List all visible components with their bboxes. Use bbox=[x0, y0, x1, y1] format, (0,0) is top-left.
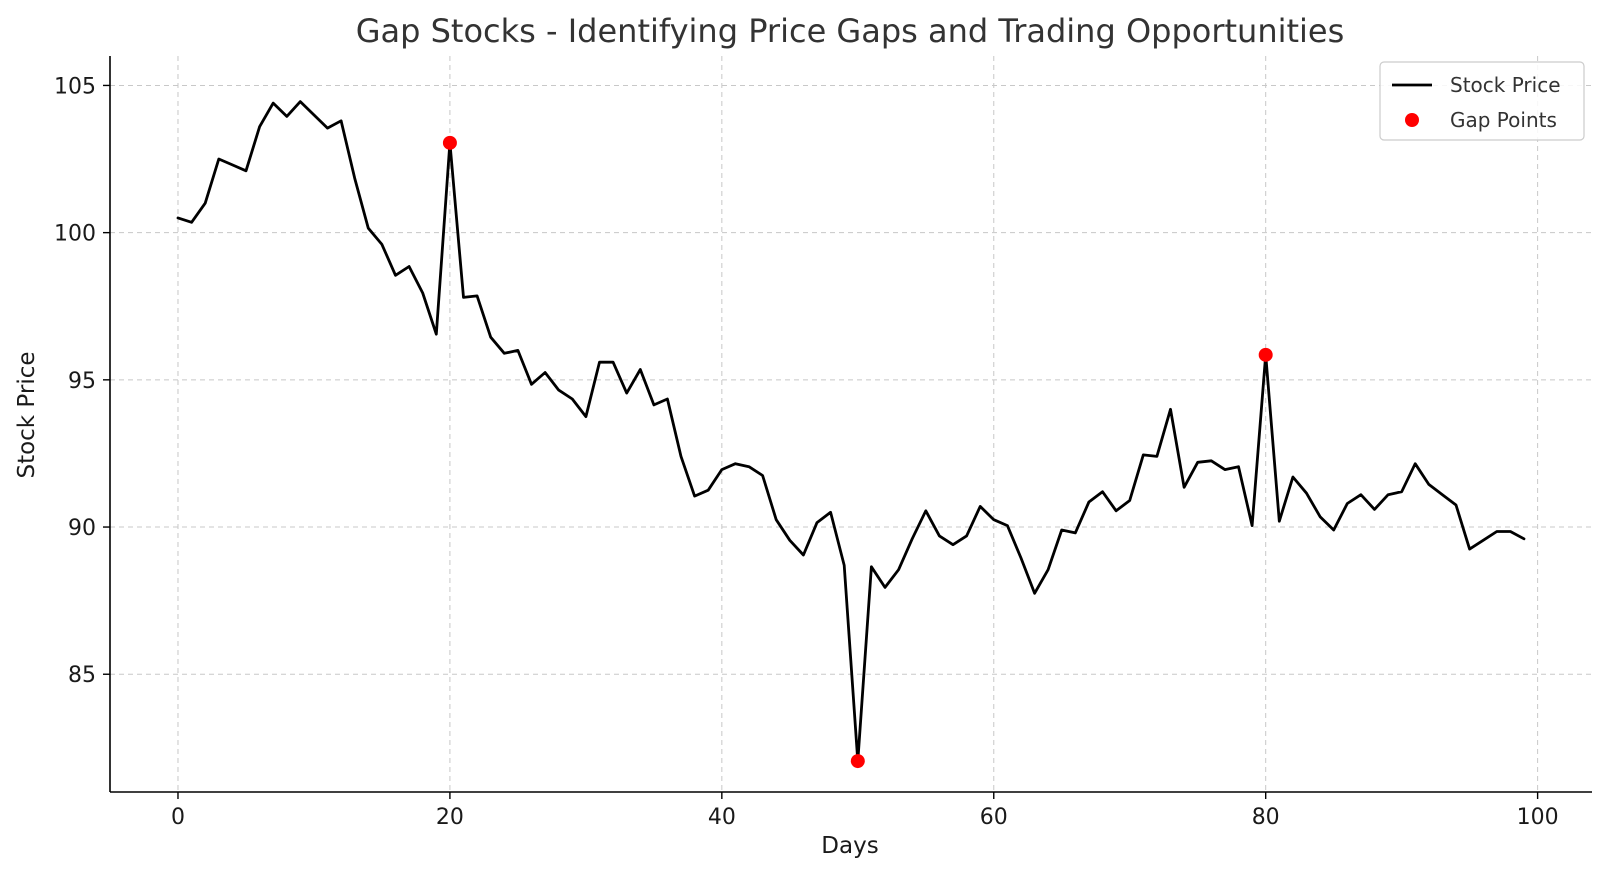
y-tick-label: 95 bbox=[68, 369, 96, 394]
x-axis-label: Days bbox=[821, 833, 878, 859]
x-tick-label: 40 bbox=[708, 805, 736, 830]
gap-point bbox=[850, 754, 865, 769]
y-tick-label: 90 bbox=[68, 516, 96, 541]
x-tick-label: 0 bbox=[171, 805, 185, 830]
series-layer bbox=[176, 100, 1526, 769]
chart-title: Gap Stocks - Identifying Price Gaps and … bbox=[356, 12, 1345, 50]
axes: 0 20 40 60 80 100 85 90 95 100 105 bbox=[54, 56, 1592, 830]
legend-label-stock-price: Stock Price bbox=[1450, 73, 1561, 97]
x-tick-label: 80 bbox=[1252, 805, 1280, 830]
x-tick-label: 20 bbox=[436, 805, 464, 830]
gap-point bbox=[442, 135, 457, 150]
y-tick-label: 85 bbox=[68, 663, 96, 688]
x-tick-label: 60 bbox=[980, 805, 1008, 830]
stock-price-line bbox=[176, 100, 1526, 763]
gap-point bbox=[1258, 347, 1273, 362]
y-tick-label: 100 bbox=[54, 222, 96, 247]
legend-label-gap-points: Gap Points bbox=[1450, 108, 1557, 132]
y-tick-label: 105 bbox=[54, 74, 96, 99]
grid bbox=[110, 56, 1592, 792]
y-axis-label: Stock Price bbox=[14, 351, 40, 478]
x-tick-label: 100 bbox=[1517, 805, 1559, 830]
legend-frame bbox=[1379, 61, 1585, 141]
legend: Stock Price Gap Points bbox=[1379, 61, 1585, 141]
legend-marker-swatch bbox=[1405, 113, 1419, 127]
